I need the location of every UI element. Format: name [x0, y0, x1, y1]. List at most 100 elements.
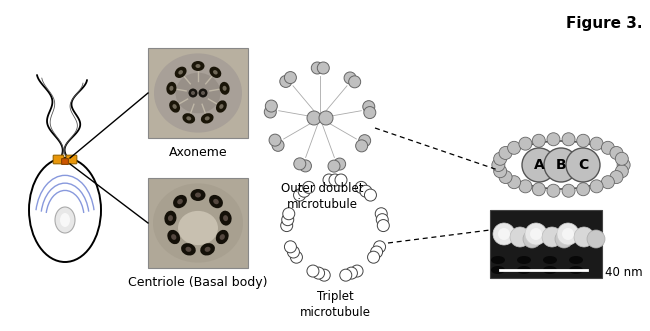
Ellipse shape [209, 67, 221, 78]
Circle shape [617, 159, 630, 171]
Circle shape [291, 251, 302, 263]
Ellipse shape [222, 86, 227, 91]
Circle shape [562, 133, 575, 146]
Ellipse shape [491, 266, 505, 274]
Ellipse shape [172, 104, 177, 109]
Circle shape [525, 223, 547, 245]
Text: Triplet
microtubule: Triplet microtubule [300, 290, 370, 319]
Circle shape [323, 174, 335, 186]
Circle shape [294, 189, 306, 201]
Circle shape [547, 184, 560, 197]
Text: C: C [578, 158, 588, 172]
Circle shape [376, 214, 388, 226]
Ellipse shape [176, 73, 220, 113]
Bar [148, 48, 248, 138]
Ellipse shape [491, 256, 505, 264]
Text: Centriole (Basal body): Centriole (Basal body) [128, 276, 268, 289]
Circle shape [577, 134, 590, 147]
Circle shape [313, 267, 324, 279]
Circle shape [377, 219, 389, 232]
Ellipse shape [60, 213, 70, 227]
Circle shape [590, 137, 603, 150]
Ellipse shape [209, 195, 223, 208]
Circle shape [610, 170, 623, 184]
Ellipse shape [569, 256, 583, 264]
Circle shape [492, 159, 505, 171]
Circle shape [287, 246, 300, 258]
Ellipse shape [190, 189, 205, 201]
Circle shape [522, 148, 556, 182]
Bar [490, 210, 602, 278]
Ellipse shape [220, 234, 225, 240]
Circle shape [519, 180, 532, 193]
Circle shape [281, 214, 294, 226]
Ellipse shape [517, 256, 531, 264]
Circle shape [532, 183, 545, 196]
Circle shape [265, 100, 278, 112]
Ellipse shape [195, 193, 201, 198]
Ellipse shape [192, 61, 205, 71]
Ellipse shape [220, 82, 229, 95]
Circle shape [280, 75, 292, 87]
Ellipse shape [183, 113, 195, 123]
Circle shape [494, 165, 507, 178]
Circle shape [616, 165, 629, 178]
Ellipse shape [154, 53, 242, 133]
Circle shape [285, 241, 296, 253]
Ellipse shape [187, 116, 191, 120]
Ellipse shape [205, 116, 210, 120]
Text: 40 nm: 40 nm [605, 265, 643, 278]
Ellipse shape [543, 266, 557, 274]
Ellipse shape [220, 211, 231, 226]
Ellipse shape [175, 67, 187, 78]
Circle shape [532, 134, 545, 147]
Circle shape [577, 183, 590, 196]
Ellipse shape [171, 234, 176, 240]
Circle shape [307, 265, 319, 277]
Circle shape [283, 208, 294, 220]
FancyBboxPatch shape [66, 155, 77, 164]
Ellipse shape [153, 183, 243, 262]
Circle shape [356, 140, 368, 152]
Circle shape [493, 223, 515, 245]
Ellipse shape [494, 132, 628, 198]
Circle shape [530, 228, 542, 240]
Circle shape [499, 170, 512, 184]
Circle shape [311, 62, 323, 74]
Circle shape [370, 246, 383, 258]
Ellipse shape [219, 104, 224, 109]
Ellipse shape [188, 88, 198, 98]
Ellipse shape [201, 91, 205, 95]
Ellipse shape [173, 195, 187, 208]
Circle shape [359, 135, 370, 147]
Circle shape [508, 141, 521, 154]
Ellipse shape [167, 230, 180, 244]
Ellipse shape [196, 64, 200, 68]
Ellipse shape [200, 243, 215, 256]
Circle shape [494, 152, 507, 165]
Circle shape [269, 134, 281, 146]
Circle shape [557, 223, 579, 245]
Ellipse shape [503, 141, 619, 189]
Ellipse shape [201, 113, 214, 123]
FancyBboxPatch shape [53, 155, 64, 164]
FancyBboxPatch shape [62, 159, 68, 165]
Bar [148, 178, 248, 268]
Circle shape [344, 72, 356, 84]
Circle shape [544, 148, 578, 182]
Text: A: A [534, 158, 545, 172]
Text: Axoneme: Axoneme [169, 146, 227, 159]
Circle shape [562, 228, 574, 240]
Circle shape [335, 174, 347, 186]
Circle shape [374, 241, 385, 253]
Circle shape [317, 62, 330, 74]
Ellipse shape [216, 230, 229, 244]
Circle shape [587, 230, 605, 248]
Circle shape [300, 160, 311, 172]
Ellipse shape [213, 199, 219, 204]
Circle shape [367, 251, 380, 263]
Ellipse shape [517, 266, 531, 274]
Ellipse shape [178, 211, 218, 245]
Circle shape [574, 227, 594, 247]
Ellipse shape [198, 88, 207, 98]
